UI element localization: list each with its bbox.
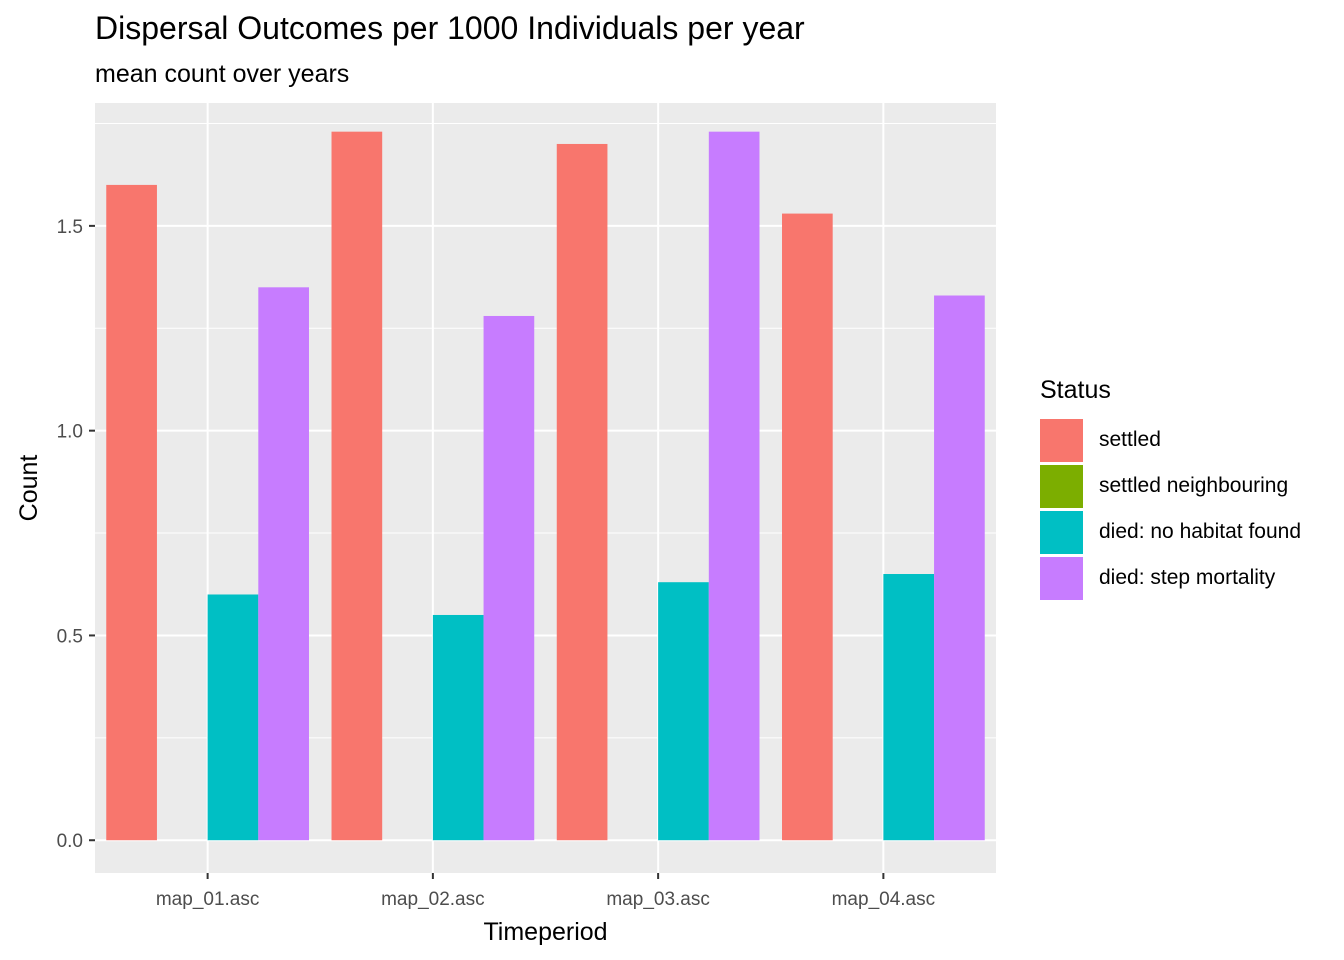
legend-key (1040, 418, 1083, 462)
bar (258, 287, 309, 841)
legend-item: died: step mortality (1040, 555, 1301, 601)
legend-item: settled neighbouring (1040, 463, 1301, 509)
chart-title: Dispersal Outcomes per 1000 Individuals … (95, 10, 805, 46)
bar (432, 614, 484, 841)
y-tick-label: 0.0 (57, 831, 83, 852)
legend-key (1040, 556, 1083, 600)
chart-subtitle: mean count over years (95, 60, 350, 88)
legend-title: Status (1040, 376, 1111, 404)
legend-label: settled (1099, 428, 1161, 451)
bar (207, 594, 259, 841)
x-tick-label: map_03.asc (606, 889, 710, 910)
bar (556, 143, 608, 841)
legend-key (1040, 464, 1083, 508)
x-tick-label: map_01.asc (156, 889, 260, 910)
bar (106, 184, 157, 841)
legend-label: settled neighbouring (1099, 474, 1289, 497)
y-axis-title: Count (15, 455, 43, 522)
y-tick-label: 1.5 (57, 217, 83, 238)
bar (708, 131, 760, 841)
legend-key (1040, 510, 1083, 554)
legend: Status settled settled neighbouring died: … (1040, 376, 1301, 601)
x-tick-label: map_04.asc (832, 889, 936, 910)
y-tick-label: 1.0 (57, 422, 83, 443)
legend-label: died: no habitat found (1099, 520, 1302, 543)
bar (331, 131, 383, 841)
legend-label: died: step mortality (1099, 566, 1276, 589)
bar (883, 574, 935, 841)
legend-item: settled (1040, 417, 1301, 463)
bar (934, 295, 985, 841)
legend-item: died: no habitat found (1040, 509, 1301, 555)
y-tick-label: 0.5 (57, 626, 83, 647)
x-tick-label: map_02.asc (381, 889, 485, 910)
bar (782, 213, 833, 841)
bar (658, 582, 709, 841)
bar (483, 315, 535, 841)
x-axis-title: Timeperiod (483, 918, 607, 946)
